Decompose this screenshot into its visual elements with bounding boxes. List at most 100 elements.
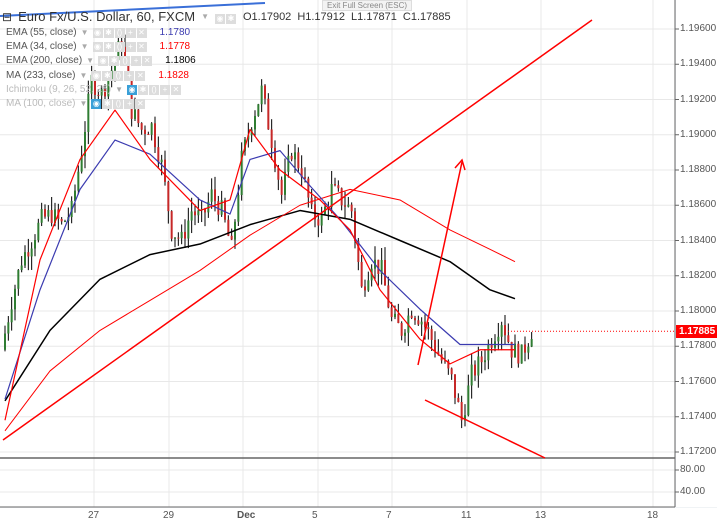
- candle-body: [164, 159, 166, 182]
- candle-body: [154, 123, 156, 148]
- gear-icon[interactable]: ✱: [137, 84, 148, 95]
- indicator-legend-row[interactable]: EMA (34, close) ▼ ◉ ✱() + ✕ 1.1778: [6, 41, 190, 53]
- close-icon[interactable]: ✕: [142, 56, 153, 67]
- candle-body: [457, 397, 460, 403]
- candle-body: [157, 147, 160, 163]
- plus-icon[interactable]: +: [131, 56, 142, 67]
- last-price-label: 1.17885: [676, 325, 717, 338]
- candle-body: [400, 323, 403, 336]
- candle-body: [464, 415, 466, 421]
- candle-body: [124, 46, 126, 60]
- indicator-label[interactable]: EMA (34, close): [6, 41, 77, 53]
- chevron-down-icon[interactable]: ▼: [201, 12, 209, 21]
- candle-body: [237, 195, 240, 222]
- candle-body: [427, 327, 430, 330]
- indicator-label[interactable]: MA (100, close): [6, 98, 76, 109]
- indicator-label[interactable]: Ichimoku (9, 26, 52, 26): [6, 83, 112, 95]
- candle-body: [520, 344, 523, 364]
- plus-icon[interactable]: +: [124, 99, 135, 109]
- candle-body: [430, 329, 433, 340]
- candle-body: [500, 325, 503, 337]
- plus-icon[interactable]: +: [159, 84, 170, 95]
- symbol-title[interactable]: Euro Fx/U.S. Dollar, 60, FXCM: [18, 9, 196, 24]
- trendline-drawing: [424, 399, 546, 459]
- gear-icon[interactable]: ✱: [225, 14, 236, 24]
- candle-body: [354, 211, 356, 242]
- indicator-legend-row[interactable]: EMA (200, close) ▼ ◉ ✱() + ✕ 1.1806: [6, 55, 196, 67]
- candle-body: [187, 220, 190, 239]
- indicator-legend-row[interactable]: Ichimoku (9, 26, 52, 26) ▼ ◉ ✱() + ✕: [6, 84, 194, 95]
- gear-icon[interactable]: ✱: [102, 99, 113, 109]
- gear-icon[interactable]: ✱: [103, 28, 114, 38]
- candle-body: [24, 252, 26, 266]
- close-icon[interactable]: ✕: [136, 28, 147, 38]
- source-icon[interactable]: (): [148, 84, 159, 95]
- eye-icon[interactable]: ◉: [98, 56, 109, 67]
- chevron-down-icon[interactable]: ▼: [115, 84, 123, 94]
- eye-icon[interactable]: ◉: [91, 99, 102, 109]
- candle-body: [410, 315, 413, 318]
- eye-icon[interactable]: ◉: [92, 42, 103, 53]
- eye-icon[interactable]: ◉: [126, 84, 137, 95]
- plus-icon[interactable]: +: [125, 28, 136, 38]
- source-icon[interactable]: (): [113, 99, 124, 109]
- gear-icon[interactable]: ✱: [109, 56, 120, 67]
- candle-body: [517, 343, 520, 364]
- indicator-legend-row[interactable]: MA (100, close) ▼ ◉ ✱() + ✕: [6, 98, 158, 109]
- indicator-label[interactable]: EMA (200, close): [6, 55, 83, 67]
- chevron-down-icon[interactable]: ▼: [79, 70, 88, 80]
- chevron-down-icon[interactable]: ▼: [86, 56, 95, 66]
- chevron-down-icon[interactable]: ▼: [80, 28, 89, 37]
- collapse-icon[interactable]: ⊟: [2, 9, 13, 24]
- close-icon[interactable]: ✕: [136, 42, 147, 53]
- plus-icon[interactable]: +: [124, 70, 135, 81]
- indicator-legend-row[interactable]: MA (233, close) ▼ ◉ ✱() + ✕ 1.1828: [6, 70, 189, 81]
- eye-icon[interactable]: ◉: [91, 70, 102, 81]
- source-icon[interactable]: (): [114, 28, 125, 38]
- eye-icon[interactable]: ◉: [214, 14, 225, 24]
- source-icon[interactable]: (): [120, 56, 131, 67]
- candle-body: [387, 285, 390, 308]
- candle-body: [364, 286, 366, 291]
- candle-body: [10, 309, 13, 323]
- indicator-legend-row[interactable]: EMA (55, close) ▼ ◉ ✱() + ✕ 1.1780: [6, 27, 190, 38]
- candle-body: [397, 313, 400, 324]
- candle-body: [304, 177, 306, 179]
- candle-body: [50, 210, 53, 223]
- candle-body: [527, 346, 530, 353]
- candle-body: [390, 307, 393, 318]
- candle-body: [337, 185, 340, 189]
- close-icon[interactable]: ✕: [135, 99, 146, 109]
- source-icon[interactable]: (): [113, 70, 124, 81]
- indicator-label[interactable]: MA (233, close): [6, 69, 76, 81]
- plot-area: [0, 0, 675, 507]
- gear-icon[interactable]: ✱: [102, 70, 113, 81]
- gear-icon[interactable]: ✱: [103, 42, 114, 53]
- high-value: H1.17912: [297, 10, 346, 23]
- indicator-label[interactable]: EMA (55, close): [6, 27, 77, 38]
- price-tick-label: 1.19400: [680, 58, 717, 70]
- chevron-down-icon[interactable]: ▼: [80, 42, 89, 52]
- close-icon[interactable]: ✕: [135, 70, 146, 81]
- plus-icon[interactable]: +: [125, 42, 136, 53]
- candle-body: [380, 259, 383, 274]
- eye-icon[interactable]: ◉: [92, 28, 103, 38]
- candle-body: [270, 129, 273, 148]
- close-icon[interactable]: ✕: [170, 84, 181, 95]
- indicator-value: 1.1828: [158, 69, 189, 81]
- candle-body: [204, 208, 206, 213]
- trendline-drawing: [2, 19, 593, 441]
- candle-body: [44, 209, 46, 217]
- candle-body: [460, 402, 463, 421]
- candle-body: [287, 155, 290, 172]
- price-tick-label: 1.17400: [680, 410, 717, 422]
- price-tick-label: 1.18200: [680, 269, 717, 281]
- candle-body: [60, 218, 63, 222]
- candle-body: [474, 364, 476, 376]
- chevron-down-icon[interactable]: ▼: [79, 99, 88, 108]
- candle-body: [74, 190, 76, 201]
- source-icon[interactable]: (): [114, 42, 125, 53]
- time-tick-label: 27: [88, 510, 100, 521]
- candle-body: [267, 98, 270, 130]
